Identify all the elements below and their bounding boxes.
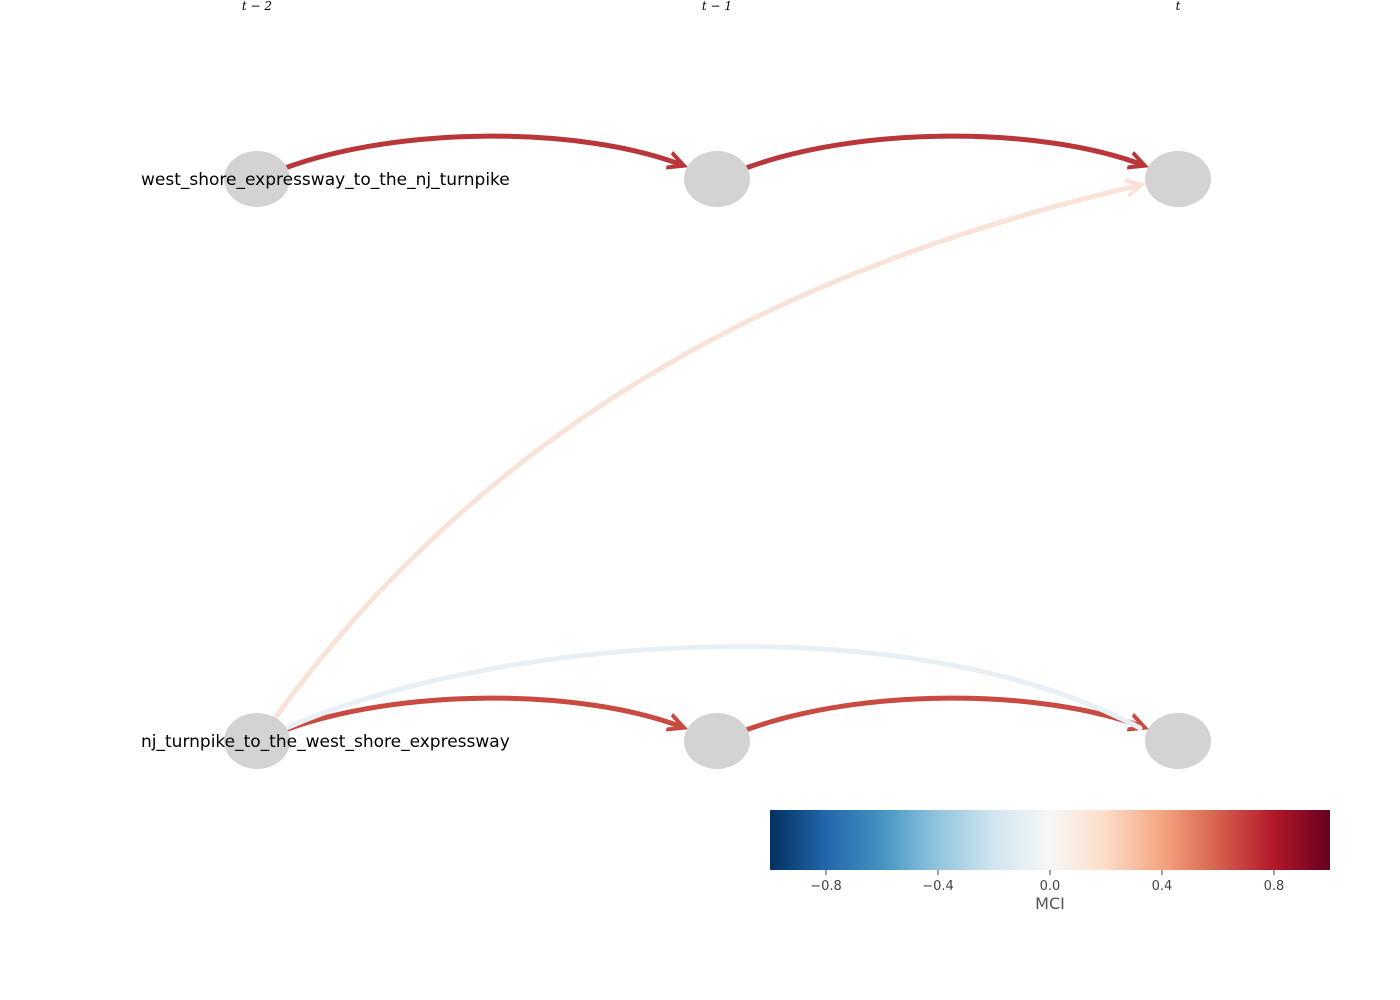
colorbar-tick-label-4: 0.8 — [1264, 879, 1285, 894]
node-var1-col1 — [684, 713, 750, 769]
time-label-2: t — [1176, 0, 1181, 13]
node-var1-col2 — [1145, 713, 1211, 769]
node-var0-col1 — [684, 151, 750, 207]
time-label-1: t − 1 — [702, 0, 732, 13]
links-layer — [272, 133, 1143, 733]
colorbar-gradient — [770, 810, 1330, 870]
link-edge-3 — [743, 695, 1143, 733]
link-edge-0 — [282, 133, 682, 171]
nodes-layer — [224, 151, 1211, 769]
link-edge-4 — [272, 185, 1140, 721]
link-edge-5 — [279, 644, 1143, 733]
colorbar-title: MCI — [1035, 894, 1065, 913]
node-var0-col2 — [1145, 151, 1211, 207]
colorbar-tick-label-0: −0.8 — [810, 879, 842, 894]
node-var1-col0 — [224, 713, 290, 769]
time-label-0: t − 2 — [242, 0, 272, 13]
variable-label-0: west_shore_expressway_to_the_nj_turnpike — [141, 170, 510, 190]
link-edge-1 — [743, 133, 1143, 171]
colorbar-tick-label-2: 0.0 — [1040, 879, 1061, 894]
time-labels: t − 2 t − 1 t — [242, 0, 1181, 13]
node-var0-col0 — [224, 151, 290, 207]
variable-labels: west_shore_expressway_to_the_nj_turnpike… — [141, 170, 510, 752]
colorbar-tick-label-3: 0.4 — [1152, 879, 1173, 894]
link-edge-2 — [282, 695, 682, 733]
colorbar-tick-label-1: −0.4 — [922, 879, 954, 894]
variable-label-1: nj_turnpike_to_the_west_shore_expressway — [141, 732, 510, 752]
colorbar: −0.8 −0.4 0.0 0.4 0.8 MCI — [770, 810, 1330, 913]
